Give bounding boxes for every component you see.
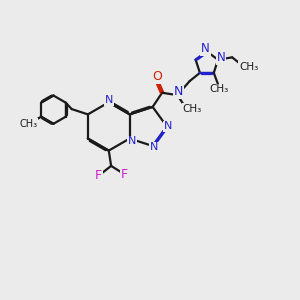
Text: CH₃: CH₃: [239, 62, 259, 72]
Text: N: N: [150, 142, 158, 152]
Text: N: N: [201, 42, 210, 55]
Text: CH₃: CH₃: [209, 84, 228, 94]
Text: N: N: [174, 85, 183, 98]
Text: N: N: [105, 95, 113, 105]
Text: CH₃: CH₃: [182, 104, 202, 114]
Text: F: F: [95, 169, 102, 182]
Text: N: N: [164, 122, 172, 131]
Text: F: F: [121, 168, 128, 181]
Text: N: N: [217, 51, 225, 64]
Text: CH₃: CH₃: [20, 119, 38, 129]
Text: O: O: [152, 70, 162, 83]
Text: N: N: [128, 136, 136, 146]
